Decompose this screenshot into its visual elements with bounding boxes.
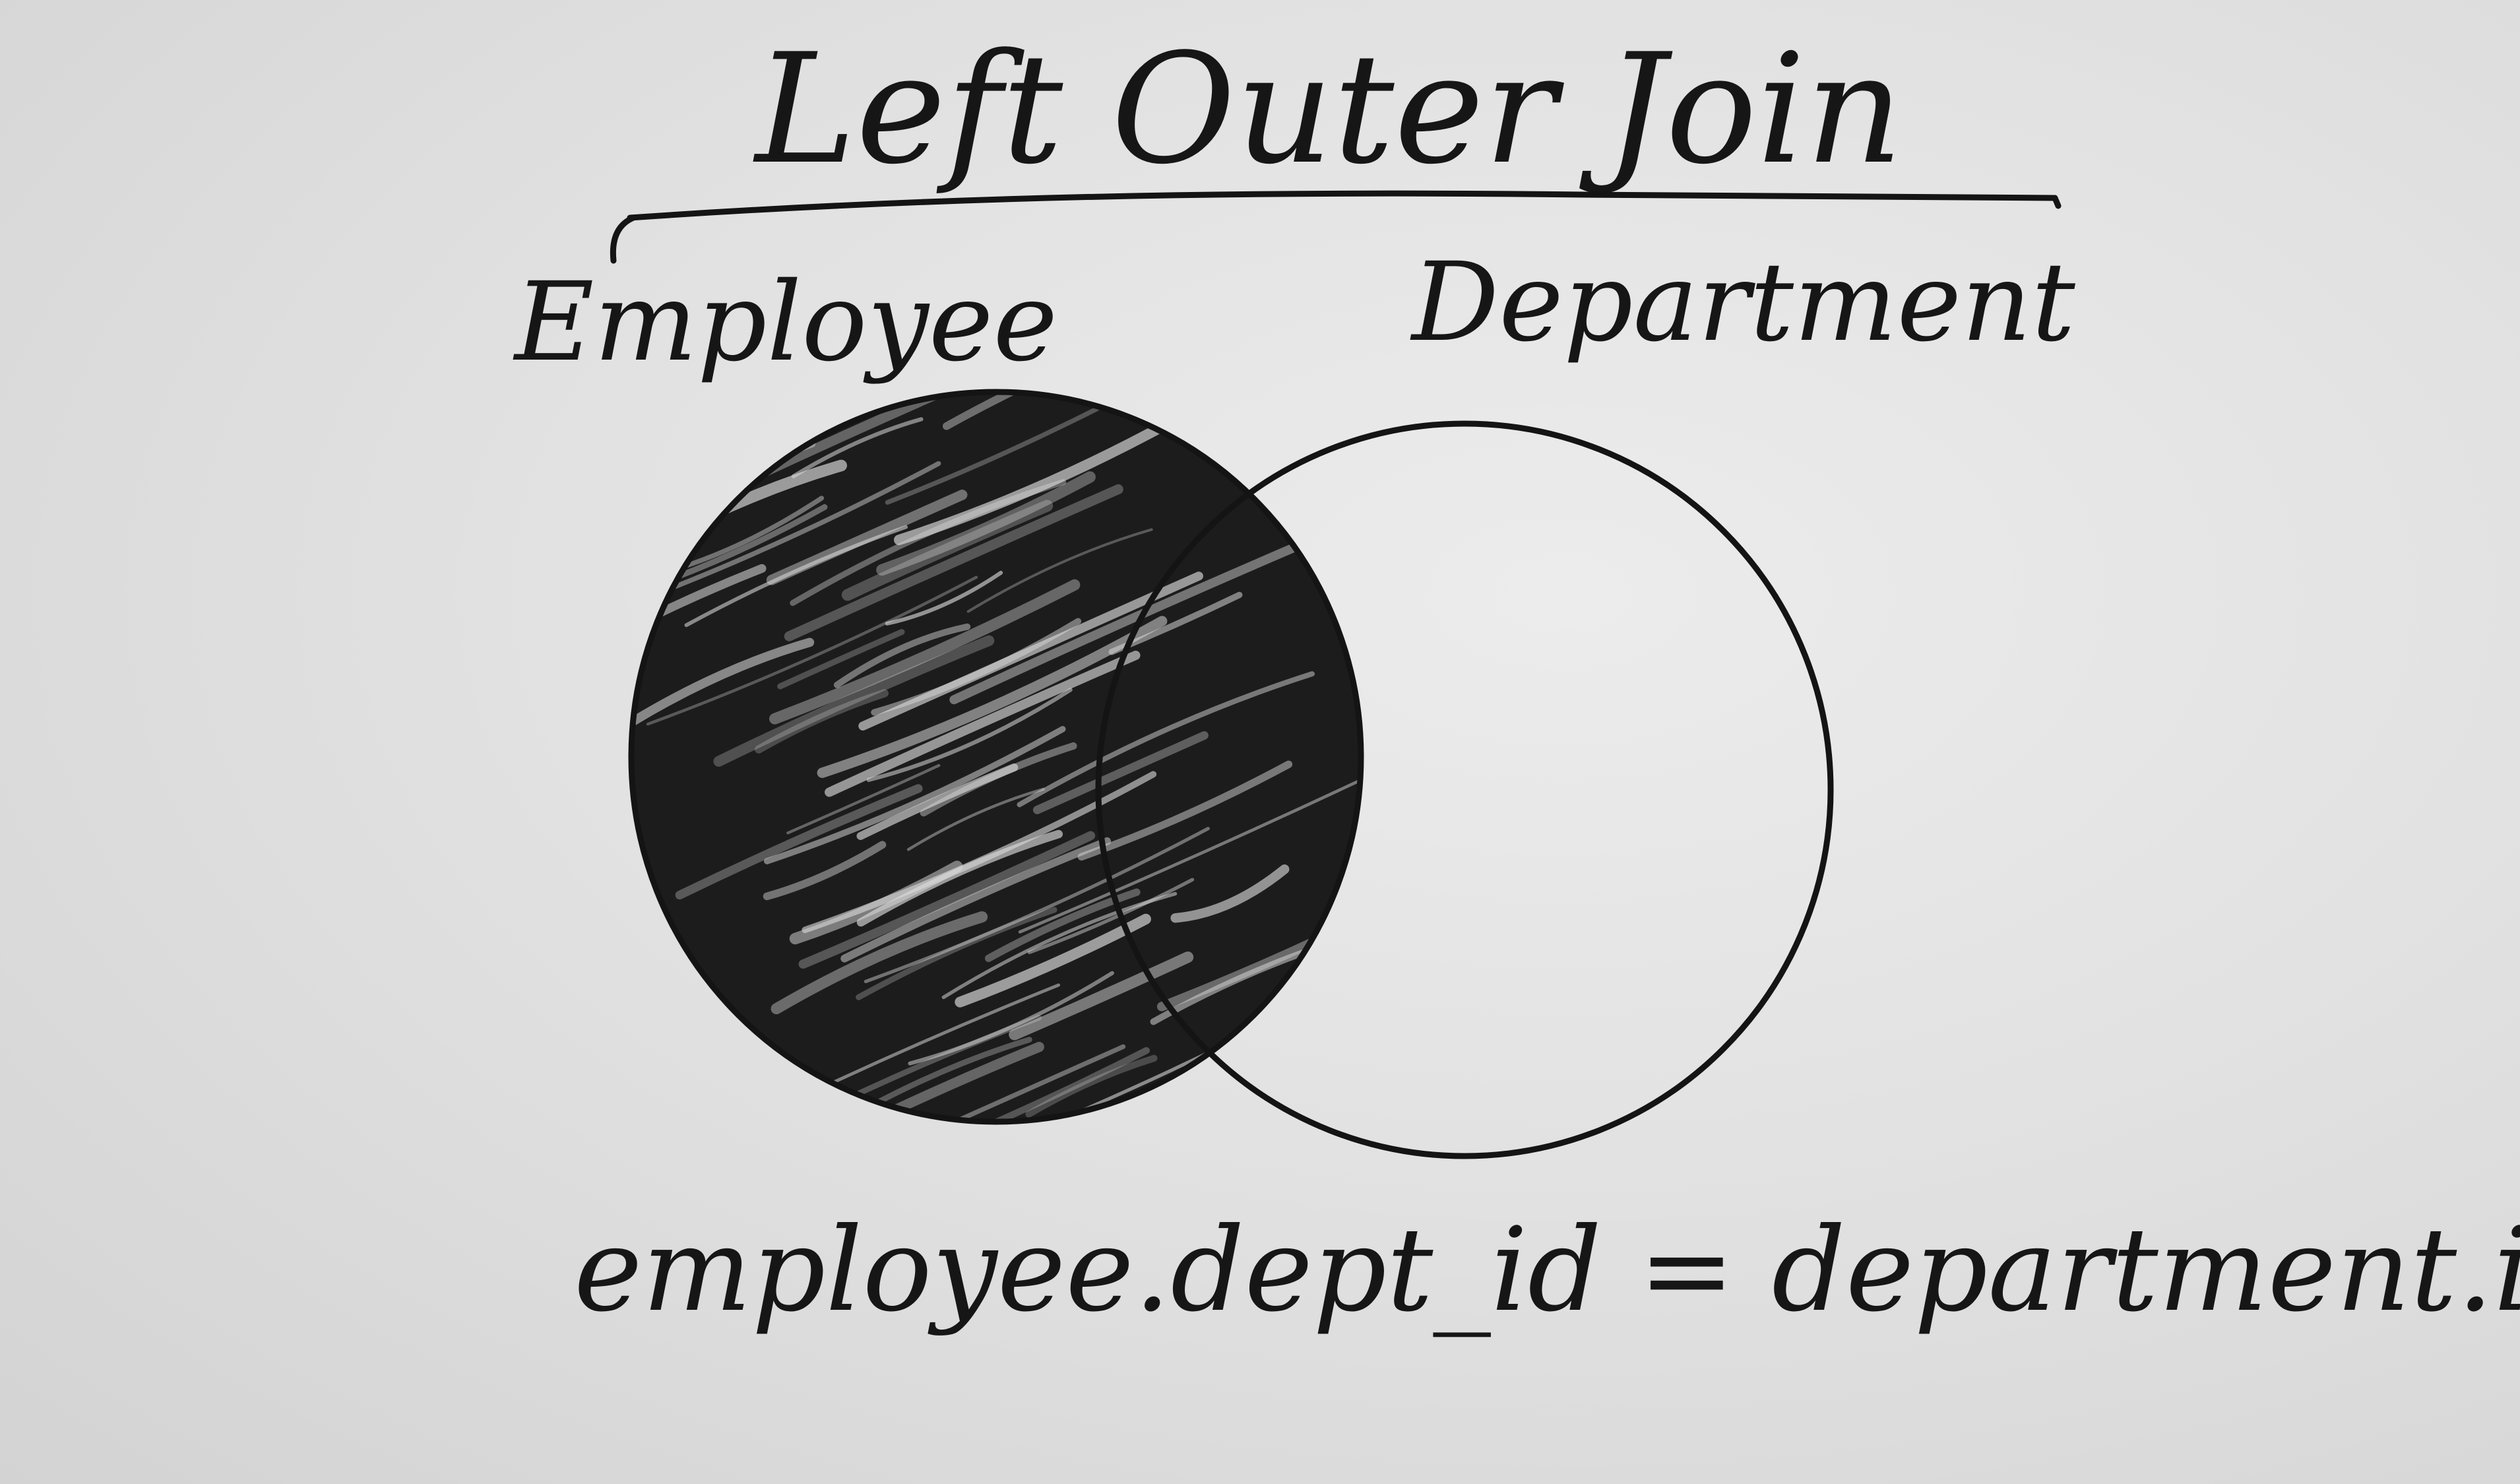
scribble-gap	[646, 575, 978, 726]
scribble-gap	[631, 637, 815, 726]
scribble-gap	[908, 971, 1114, 1066]
left-set-shading	[631, 392, 1361, 1122]
scribble-gap	[840, 837, 1112, 963]
scribble-gap	[1032, 731, 1209, 814]
department-circle	[1095, 420, 1834, 1159]
scribble-gap	[791, 417, 924, 478]
scribble-gap	[833, 623, 971, 688]
scribble-gap	[675, 784, 923, 900]
scribble-gap	[789, 860, 963, 945]
scribble-gap	[786, 763, 941, 835]
scribble-gap	[841, 1118, 1039, 1122]
title-underline-hook	[610, 214, 637, 264]
scribble-gap	[920, 742, 1077, 817]
scribble-gap	[790, 479, 1067, 606]
scribble-gap	[817, 616, 1168, 778]
scribble-gap	[684, 525, 908, 628]
scribble-gap	[859, 1047, 1150, 1122]
scribble-gap	[755, 689, 889, 754]
scribble-gap	[942, 392, 1172, 430]
diagram-title: Left Outer Join	[753, 22, 1903, 198]
scribble-gap	[763, 726, 1066, 864]
scribble-gap	[1009, 952, 1194, 1041]
scribble-gap	[984, 888, 1141, 962]
scribble-gap	[713, 635, 995, 767]
scribble-gap	[771, 911, 988, 1015]
scribble-gap	[941, 891, 1178, 1000]
scribble-gap	[798, 831, 1096, 969]
scribble-gap	[876, 471, 1096, 576]
scribble-gap	[885, 406, 1100, 505]
scribble-gap	[856, 763, 1019, 840]
scribble-gap	[955, 913, 1151, 1008]
scribble-gap	[777, 629, 905, 690]
scribble-gap	[1077, 760, 1293, 861]
scribble-gap	[825, 651, 1141, 797]
scribble-gap	[748, 1015, 1042, 1122]
title-underline	[627, 190, 2062, 221]
scribble-gap	[1156, 895, 1361, 1012]
scribble-gap	[841, 500, 1054, 601]
scribble-gap	[885, 571, 1003, 626]
scribble-gap	[856, 907, 1057, 1000]
scribble-gap	[966, 528, 1153, 613]
scribble-gap	[949, 537, 1312, 705]
scribble-gap	[784, 484, 1123, 641]
scribble-gap	[769, 579, 1081, 725]
scribble-gap	[1027, 878, 1195, 955]
scribble-gap	[906, 787, 1045, 851]
scribble-gap	[1017, 671, 1315, 808]
scribble-gap	[1025, 1054, 1158, 1118]
scribble-gap	[856, 829, 1063, 927]
scribble-gap	[1018, 771, 1361, 934]
set-label-employee: Employee	[513, 259, 1057, 385]
scribble-gap	[763, 841, 887, 901]
scribble-gap	[864, 827, 1210, 983]
scribble-gap	[1170, 864, 1290, 923]
join-condition: employee.dept_id = department.id	[574, 1204, 2520, 1338]
scribble-gap	[866, 688, 1073, 783]
employee-circle	[628, 389, 1364, 1125]
set-label-department: Department	[1410, 239, 2075, 366]
